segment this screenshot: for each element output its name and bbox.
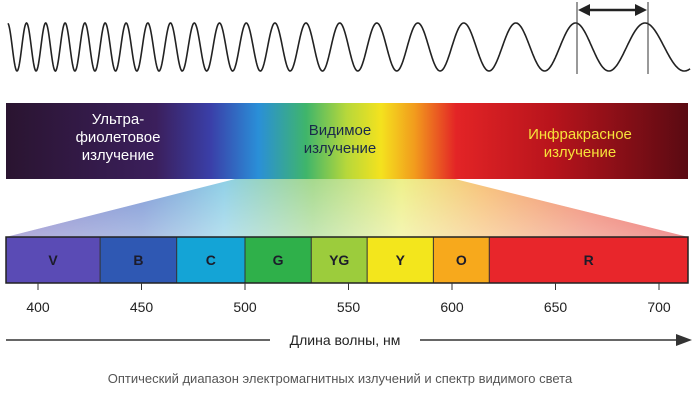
- wavelength-ticks: 400 450 500 550 600 650 700: [26, 283, 671, 315]
- band-label-b: B: [133, 252, 143, 268]
- wavelength-axis: Длина волны, нм: [6, 332, 692, 348]
- band-y: [367, 237, 434, 283]
- band-yg: [311, 237, 368, 283]
- band-label-y: Y: [396, 252, 406, 268]
- band-label-yg: YG: [329, 252, 349, 268]
- bands-frame: [5, 236, 689, 284]
- band-label-r: R: [584, 252, 594, 268]
- arrow-head-right: [635, 4, 647, 16]
- band-o: [433, 237, 490, 283]
- band-label-c: C: [206, 252, 216, 268]
- uv-label-line2: фиолетовое: [76, 129, 161, 146]
- wave-curve: [7, 22, 691, 72]
- band-r: [489, 237, 688, 283]
- visible-label-line1: Видимое: [309, 122, 372, 139]
- spectrum-fan-shade: [6, 179, 688, 237]
- visible-label: Видимое излучение: [304, 122, 377, 157]
- band-label-g: G: [273, 252, 284, 268]
- band-g: [245, 237, 312, 283]
- ir-label: Инфракрасное излучение: [528, 126, 632, 161]
- band-label-v: V: [48, 252, 58, 268]
- band-label-o: O: [456, 252, 467, 268]
- tick-label: 550: [337, 299, 361, 315]
- tick-label: 450: [130, 299, 154, 315]
- wavelength-marker: [576, 2, 649, 74]
- visible-label-line2: излучение: [304, 140, 377, 157]
- tick-label: 700: [647, 299, 671, 315]
- em-spectrum-bar: [6, 103, 688, 179]
- arrow-head-left: [578, 4, 590, 16]
- tick-label: 400: [26, 299, 50, 315]
- band-v: [6, 237, 101, 283]
- tick-label: 600: [440, 299, 464, 315]
- figure-caption: Оптический диапазон электромагнитных изл…: [108, 371, 573, 386]
- band-c: [176, 237, 245, 283]
- uv-label: Ультра- фиолетовое излучение: [76, 111, 161, 164]
- uv-label-line1: Ультра-: [92, 111, 144, 128]
- ir-label-line1: Инфракрасное: [528, 126, 632, 143]
- uv-label-line3: излучение: [82, 147, 155, 164]
- axis-arrow-head: [676, 334, 692, 346]
- ir-label-line2: излучение: [544, 144, 617, 161]
- band-b: [100, 237, 177, 283]
- axis-label: Длина волны, нм: [290, 332, 401, 348]
- tick-label: 500: [233, 299, 257, 315]
- visible-bands: V B C G YG Y O R: [6, 237, 688, 283]
- tick-label: 650: [544, 299, 568, 315]
